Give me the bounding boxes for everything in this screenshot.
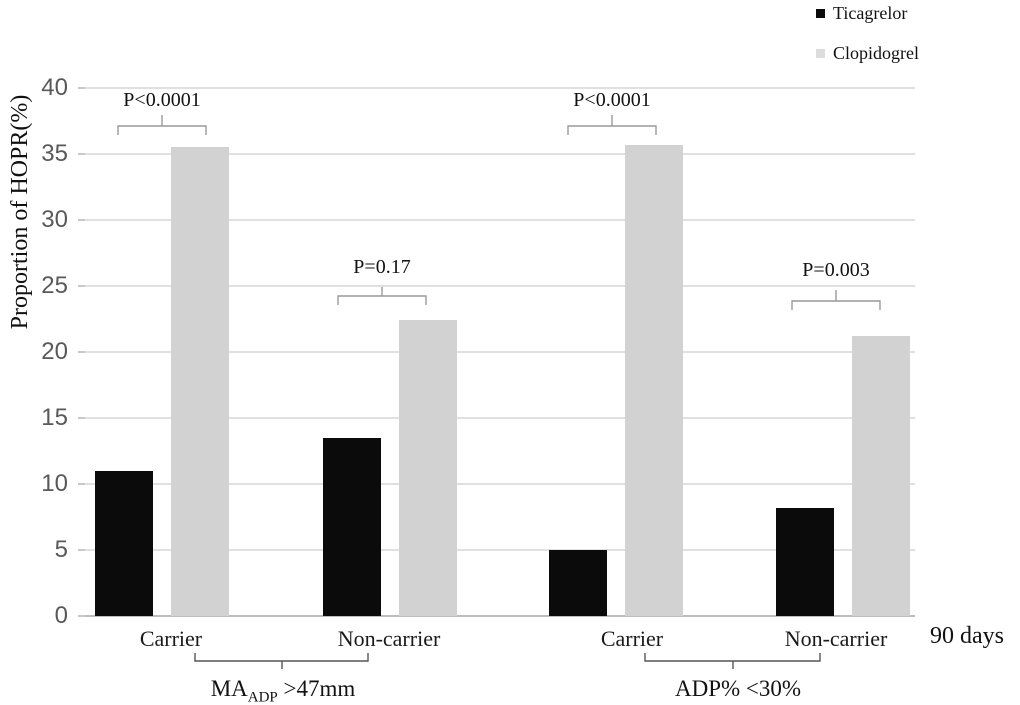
gridline	[85, 549, 915, 551]
legend-label-clopidogrel: Clopidogrel	[833, 43, 919, 63]
category-label-non-carrier-g1: Non-carrier	[337, 626, 441, 651]
y-axis-tick	[78, 219, 85, 221]
p-value-label-1: P=0.17	[353, 256, 411, 278]
bar-ticagrelor-carrier-g1	[95, 470, 153, 616]
x-axis-line	[85, 615, 915, 617]
y-axis-tick-label: 40	[41, 74, 68, 101]
group-label-0: MAADP >47mm	[210, 676, 356, 705]
ticagrelor-swatch-icon	[816, 9, 825, 18]
y-axis-tick	[78, 549, 85, 551]
p-value-label-3: P=0.003	[802, 259, 870, 281]
y-axis-tick-label: 30	[41, 206, 68, 233]
category-label-carrier-g2: Carrier	[600, 626, 664, 651]
y-axis-tick	[78, 483, 85, 485]
bar-ticagrelor-non-carrier-g1	[323, 437, 381, 616]
bar-clopidogrel-carrier-g2	[625, 144, 683, 616]
bar-clopidogrel-non-carrier-g1	[399, 320, 457, 616]
y-axis-tick-label: 5	[54, 536, 68, 563]
y-axis-tick	[78, 153, 85, 155]
y-axis-tick-label: 10	[41, 470, 68, 497]
gridline	[85, 417, 915, 419]
bar-clopidogrel-carrier-g1	[171, 147, 229, 616]
significance-bracket-0	[117, 115, 207, 135]
gridline	[85, 351, 915, 353]
category-label-non-carrier-g2: Non-carrier	[784, 626, 888, 651]
legend-label-ticagrelor: Ticagrelor	[833, 3, 908, 23]
gridline	[85, 483, 915, 485]
gridline	[85, 285, 915, 287]
gridline	[85, 153, 915, 155]
y-axis-tick	[78, 285, 85, 287]
group-brace-1	[644, 653, 821, 669]
y-axis-tick-label: 15	[41, 404, 68, 431]
y-axis-tick	[78, 417, 85, 419]
gridline	[85, 87, 915, 89]
y-axis-tick-label: 25	[41, 272, 68, 299]
category-label-carrier-g1: Carrier	[139, 626, 203, 651]
bar-ticagrelor-carrier-g2	[549, 550, 607, 616]
gridline	[85, 219, 915, 221]
group-brace-0	[194, 653, 369, 669]
y-axis-tick-label: 35	[41, 140, 68, 167]
group-label-1: ADP% <30%	[674, 676, 802, 701]
bar-clopidogrel-non-carrier-g2	[852, 336, 910, 616]
clopidogrel-swatch-icon	[816, 49, 825, 58]
bar-ticagrelor-non-carrier-g2	[776, 507, 834, 616]
p-value-label-2: P<0.0001	[573, 89, 651, 111]
y-axis-tick	[78, 87, 85, 89]
significance-bracket-2	[567, 115, 657, 135]
significance-bracket-1	[337, 285, 427, 305]
p-value-label-0: P<0.0001	[123, 89, 201, 111]
time-point-label: 90 days	[930, 623, 1004, 649]
y-axis-tick-label: 20	[41, 338, 68, 365]
y-axis-tick-label: 0	[54, 602, 68, 629]
significance-bracket-3	[791, 290, 881, 310]
y-axis-tick	[78, 615, 85, 617]
y-axis-tick	[78, 351, 85, 353]
